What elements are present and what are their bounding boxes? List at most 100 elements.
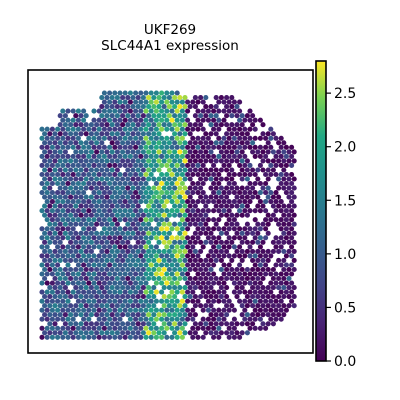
spot <box>133 244 139 250</box>
spot <box>133 226 139 232</box>
spot <box>278 199 284 205</box>
spot <box>96 217 102 223</box>
spot <box>44 280 50 286</box>
spot <box>174 208 180 214</box>
spot <box>109 294 115 300</box>
spot <box>244 212 250 218</box>
spot <box>75 108 81 114</box>
spot <box>237 244 243 250</box>
spot <box>55 289 61 295</box>
spot <box>39 226 45 232</box>
spot <box>231 153 237 159</box>
spot <box>244 194 250 200</box>
spot <box>213 275 219 282</box>
spot <box>83 203 89 209</box>
spot <box>39 235 45 241</box>
spot <box>109 257 115 263</box>
spot <box>229 239 235 245</box>
spot <box>291 176 297 182</box>
spot <box>226 199 232 205</box>
spot <box>268 135 274 141</box>
spot <box>270 167 276 173</box>
spot <box>270 312 276 318</box>
spot <box>278 244 284 250</box>
spot <box>190 126 196 132</box>
spot <box>138 280 144 286</box>
spot <box>177 239 183 245</box>
spot <box>153 271 159 277</box>
spot <box>237 108 243 114</box>
spot <box>146 185 152 191</box>
spot <box>213 176 219 182</box>
spot <box>192 248 198 254</box>
spot <box>234 149 240 155</box>
spot <box>117 316 123 322</box>
spot <box>281 303 287 309</box>
spot <box>203 104 209 110</box>
spot <box>268 307 274 313</box>
spot <box>91 117 97 123</box>
spot <box>57 194 63 200</box>
spot <box>39 126 45 132</box>
spot <box>174 135 180 141</box>
spot <box>151 294 157 300</box>
spot <box>226 235 232 241</box>
spot <box>109 104 115 110</box>
spot <box>200 144 206 150</box>
spot <box>231 144 237 150</box>
spot <box>205 144 211 150</box>
spot <box>130 140 136 146</box>
spot <box>86 316 92 322</box>
spot <box>127 208 133 214</box>
spot <box>182 176 188 182</box>
spot <box>122 262 128 268</box>
spot <box>250 303 256 309</box>
spot <box>86 144 92 150</box>
spot <box>57 212 63 218</box>
spot <box>42 131 48 137</box>
spot <box>195 217 201 223</box>
spot <box>109 239 115 245</box>
spot <box>148 244 154 250</box>
spot <box>179 325 185 331</box>
spot <box>283 153 289 159</box>
spot <box>211 153 217 159</box>
spot <box>140 185 146 191</box>
spot <box>198 248 204 254</box>
spot <box>250 140 256 146</box>
spot <box>187 221 193 227</box>
spot <box>172 294 178 300</box>
spot <box>96 180 102 187</box>
spot <box>120 104 126 110</box>
spot <box>203 158 209 164</box>
spot <box>226 171 232 178</box>
spot <box>153 144 159 150</box>
spot <box>65 262 71 268</box>
spot <box>195 171 201 178</box>
spot <box>140 95 146 101</box>
spot <box>205 298 211 304</box>
spot <box>234 230 240 236</box>
spot <box>252 126 258 132</box>
spot <box>242 117 248 123</box>
spot <box>57 303 63 309</box>
spot <box>273 208 279 214</box>
spot <box>213 104 219 110</box>
spot <box>117 334 123 340</box>
spot <box>182 221 188 227</box>
spot <box>257 199 263 205</box>
spot <box>244 248 250 254</box>
spot <box>177 140 183 146</box>
spot <box>120 230 126 236</box>
spot <box>44 316 50 322</box>
spot <box>70 316 76 322</box>
spot <box>263 208 269 214</box>
spot <box>153 235 159 241</box>
spot <box>73 221 79 227</box>
spot <box>166 248 172 254</box>
spot <box>65 289 71 295</box>
spot <box>107 117 113 123</box>
spot <box>114 275 120 282</box>
spot <box>283 271 289 277</box>
spot <box>57 266 63 273</box>
